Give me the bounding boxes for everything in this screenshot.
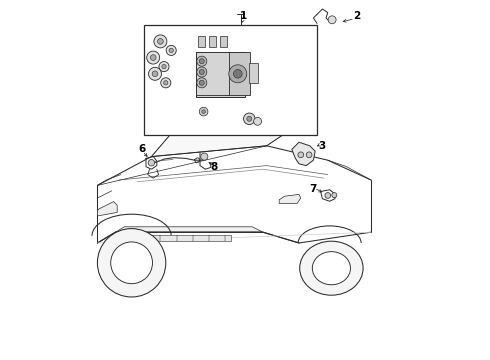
Text: 7: 7 <box>310 184 317 194</box>
Ellipse shape <box>98 229 166 297</box>
Text: 3: 3 <box>319 141 326 151</box>
Polygon shape <box>279 194 301 203</box>
Circle shape <box>199 107 208 116</box>
Ellipse shape <box>312 252 350 285</box>
Bar <box>144 25 317 135</box>
Circle shape <box>306 152 312 158</box>
Ellipse shape <box>111 242 152 284</box>
Circle shape <box>229 65 247 83</box>
Circle shape <box>148 67 162 80</box>
Text: 8: 8 <box>211 162 218 172</box>
Bar <box>196 52 245 97</box>
Text: 2: 2 <box>353 11 360 21</box>
Circle shape <box>148 159 155 166</box>
Polygon shape <box>292 142 315 166</box>
Bar <box>220 36 227 47</box>
Circle shape <box>197 67 207 77</box>
Circle shape <box>233 69 242 78</box>
Circle shape <box>150 55 156 60</box>
Circle shape <box>157 39 163 44</box>
Circle shape <box>298 152 304 158</box>
Bar <box>196 52 229 95</box>
Text: 4: 4 <box>178 123 186 133</box>
Circle shape <box>199 69 204 75</box>
Text: 1: 1 <box>240 11 247 21</box>
Circle shape <box>169 48 173 53</box>
Circle shape <box>159 62 169 72</box>
Circle shape <box>328 16 336 24</box>
Circle shape <box>154 35 167 48</box>
Circle shape <box>162 64 166 69</box>
Circle shape <box>199 80 204 85</box>
Polygon shape <box>98 202 117 216</box>
Bar <box>198 36 205 47</box>
Polygon shape <box>116 227 263 232</box>
Circle shape <box>152 71 158 77</box>
Circle shape <box>202 110 205 113</box>
Circle shape <box>147 51 160 64</box>
Text: 6: 6 <box>139 144 146 154</box>
Bar <box>248 63 258 83</box>
Text: 5: 5 <box>258 99 265 109</box>
Circle shape <box>197 56 207 66</box>
Circle shape <box>197 78 207 88</box>
Circle shape <box>254 117 262 125</box>
Polygon shape <box>135 235 231 241</box>
Circle shape <box>244 113 255 125</box>
Circle shape <box>164 81 168 85</box>
Circle shape <box>332 193 337 198</box>
Circle shape <box>325 193 331 198</box>
Circle shape <box>199 59 204 64</box>
Bar <box>225 52 250 95</box>
Polygon shape <box>151 131 288 157</box>
Circle shape <box>247 116 252 121</box>
Ellipse shape <box>300 241 363 295</box>
Circle shape <box>166 45 176 55</box>
Circle shape <box>201 153 208 160</box>
Bar <box>209 36 216 47</box>
Circle shape <box>161 78 171 88</box>
